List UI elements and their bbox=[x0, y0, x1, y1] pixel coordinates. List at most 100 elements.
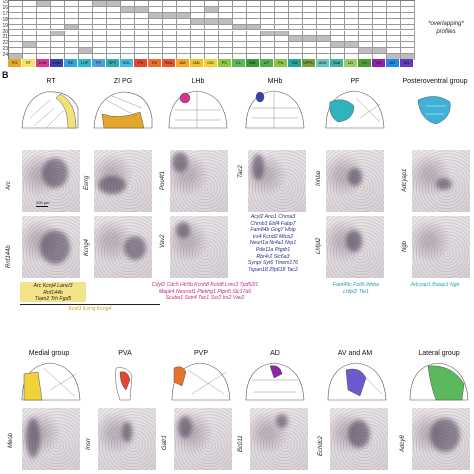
grid-cell bbox=[275, 48, 289, 55]
ish-rt-arc bbox=[22, 150, 80, 212]
grid-cell bbox=[149, 24, 163, 31]
atlas-av-am bbox=[327, 362, 387, 401]
row-label: 19 bbox=[2, 22, 8, 29]
grid-cell bbox=[275, 30, 289, 37]
grid-cell bbox=[261, 1, 275, 7]
grid-cell bbox=[51, 6, 65, 13]
ish-pv-adcyap1 bbox=[412, 150, 470, 212]
ish-zi-esrrg bbox=[94, 150, 152, 212]
grid-cell bbox=[23, 48, 37, 55]
grid-cell bbox=[219, 24, 233, 31]
grid-cell bbox=[331, 12, 345, 19]
grid-cell bbox=[23, 30, 37, 37]
grid-cell bbox=[93, 24, 107, 31]
legend-swatch: VL bbox=[358, 59, 372, 67]
mhb-gene-line-9: Tspan18 Zfp618 Tac2 bbox=[248, 266, 298, 273]
ish-ad-bc011 bbox=[250, 408, 308, 470]
grid-cell bbox=[37, 24, 51, 31]
grid-cell bbox=[261, 24, 275, 31]
grid-cell bbox=[177, 30, 191, 37]
grid-cell bbox=[345, 6, 359, 13]
grid-cell bbox=[23, 42, 37, 49]
grid-cell bbox=[79, 12, 93, 19]
grid-cell bbox=[93, 12, 107, 19]
grid-cell bbox=[23, 36, 37, 43]
grid-cell bbox=[247, 48, 261, 55]
gene-label-galr1: Galr1 bbox=[162, 435, 168, 450]
grid-cell bbox=[51, 12, 65, 19]
grid-cell bbox=[37, 12, 51, 19]
legend-swatch: SPF bbox=[106, 59, 120, 67]
grid-cell bbox=[191, 6, 205, 13]
grid-cell bbox=[387, 12, 401, 19]
grid-cell bbox=[247, 30, 261, 37]
grid-cell bbox=[191, 18, 205, 25]
grid-cell bbox=[261, 36, 275, 43]
grid-cell bbox=[191, 12, 205, 19]
ish-pva-insrr bbox=[98, 408, 156, 470]
grid-cell bbox=[359, 42, 373, 49]
pv-gene-list: Adcyap1 Baiap3 Ngb bbox=[410, 282, 460, 288]
legend-swatch: AV bbox=[372, 59, 386, 67]
grid-cell bbox=[163, 42, 177, 49]
row-label: 17 bbox=[2, 10, 8, 17]
grid-cell bbox=[135, 30, 149, 37]
grid-cell bbox=[177, 36, 191, 43]
grid-cell bbox=[135, 36, 149, 43]
grid-cell bbox=[93, 6, 107, 13]
legend-swatch: MD bbox=[246, 59, 260, 67]
grid-cell bbox=[135, 6, 149, 13]
grid-cell bbox=[261, 42, 275, 49]
gene-label-esrrg: Esrrg bbox=[84, 175, 90, 190]
atlas-posteroventral bbox=[417, 96, 451, 125]
grid-cell bbox=[177, 24, 191, 31]
rt-zi-shared-genes: Ecel1 Esrrg Kcng4 bbox=[68, 306, 112, 312]
grid-cell bbox=[345, 42, 359, 49]
grid-cell bbox=[191, 1, 205, 7]
grid-cell bbox=[289, 12, 303, 19]
grid-cell bbox=[247, 36, 261, 43]
grid-cell bbox=[163, 24, 177, 31]
grid-cell bbox=[317, 12, 331, 19]
grid-cell bbox=[261, 30, 275, 37]
row-label: 15 bbox=[2, 0, 8, 5]
grid-cell bbox=[275, 36, 289, 43]
grid-cell bbox=[331, 18, 345, 25]
grid-cell bbox=[289, 36, 303, 43]
grid-cell bbox=[373, 48, 387, 55]
atlas-pva bbox=[115, 367, 133, 401]
gene-label-echdc2: Echdc2 bbox=[318, 435, 324, 456]
row-label: 22 bbox=[2, 40, 8, 47]
legend-swatch: PF bbox=[92, 59, 106, 67]
grid-cell bbox=[93, 18, 107, 25]
grid-cell bbox=[163, 36, 177, 43]
gene-label-ngb: Ngb bbox=[402, 240, 408, 252]
grid-cell bbox=[401, 42, 415, 49]
grid-cell bbox=[331, 30, 345, 37]
grid-cell bbox=[205, 24, 219, 31]
grid-cell bbox=[205, 30, 219, 37]
grid-cell bbox=[219, 36, 233, 43]
grid-cell bbox=[121, 18, 135, 25]
grid-cell bbox=[219, 18, 233, 25]
legend-swatch: SGL bbox=[120, 59, 134, 67]
grid-cell bbox=[275, 42, 289, 49]
grid-cell bbox=[135, 42, 149, 49]
grid-cell bbox=[261, 6, 275, 13]
col-title-medial-group: Medial group bbox=[28, 350, 70, 357]
grid-cell bbox=[9, 30, 23, 37]
grid-cell bbox=[331, 48, 345, 55]
grid-cell bbox=[233, 12, 247, 19]
grid-cell bbox=[317, 48, 331, 55]
grid-cell bbox=[135, 18, 149, 25]
grid-cell bbox=[373, 18, 387, 25]
col-title-rt: RT bbox=[46, 78, 56, 85]
grid-cell bbox=[93, 42, 107, 49]
grid-cell bbox=[289, 1, 303, 7]
legend-swatch: CM bbox=[204, 59, 218, 67]
grid-cell bbox=[121, 42, 135, 49]
grid-cell bbox=[51, 48, 65, 55]
mhb-gene-line-2: Chrnb3 Ebf4 Fabp7 bbox=[250, 220, 296, 227]
grid-cell bbox=[51, 24, 65, 31]
gene-label-arc: Arc bbox=[6, 181, 12, 190]
